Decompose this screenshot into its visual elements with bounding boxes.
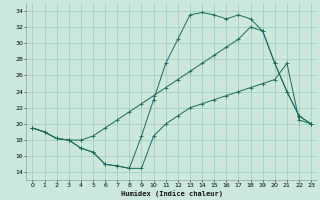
X-axis label: Humidex (Indice chaleur): Humidex (Indice chaleur): [121, 190, 223, 197]
